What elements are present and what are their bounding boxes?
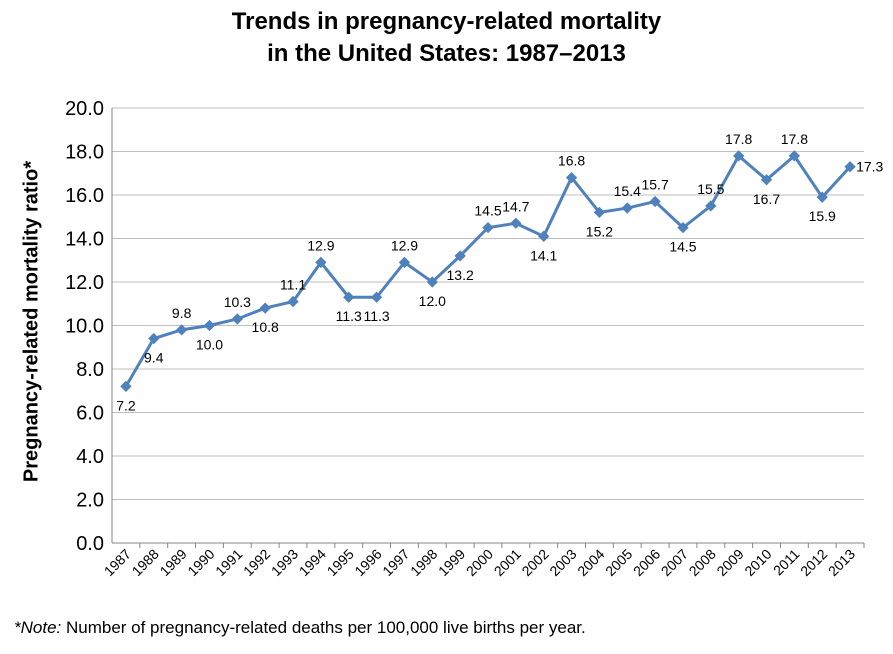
data-label: 15.4 (614, 183, 641, 199)
x-tick-label: 2008 (686, 546, 719, 579)
data-point (482, 221, 494, 234)
x-tick-label: 2013 (825, 546, 858, 579)
data-point (398, 256, 411, 269)
series-line (124, 153, 852, 388)
data-label: 14.5 (474, 203, 501, 219)
x-tick-label: 1989 (156, 546, 189, 579)
data-point (175, 324, 188, 336)
data-point (677, 221, 689, 234)
data-point (705, 200, 717, 212)
data-label: 15.9 (809, 208, 836, 224)
x-tick-label: 1993 (268, 546, 301, 579)
data-point (343, 291, 355, 303)
data-label: 11.1 (280, 277, 306, 293)
y-tick-label: 6.0 (76, 403, 104, 425)
data-label: 10.8 (252, 319, 279, 335)
data-point (259, 302, 271, 314)
data-label: 11.3 (336, 308, 362, 324)
data-point (565, 171, 578, 184)
y-tick-label: 0.0 (76, 533, 104, 555)
chart-title-line1: Trends in pregnancy-related mortality (231, 8, 662, 35)
y-tick-label: 8.0 (76, 359, 104, 381)
data-point (148, 332, 160, 345)
footnote-text: Number of pregnancy-related deaths per 1… (61, 618, 586, 637)
data-label: 15.2 (586, 223, 613, 239)
y-tick-label: 10.0 (65, 316, 104, 338)
data-point (816, 191, 828, 203)
y-tick-label: 18.0 (65, 142, 104, 164)
footnote-prefix: *Note: (14, 618, 62, 637)
x-tick-label: 1995 (324, 546, 357, 579)
data-label: 14.5 (669, 239, 696, 255)
data-label: 12.9 (391, 237, 418, 253)
x-tick-label: 2012 (797, 546, 830, 579)
data-label: 9.4 (144, 350, 164, 366)
data-label: 16.7 (753, 191, 780, 207)
data-point (510, 217, 522, 229)
data-label: 17.8 (781, 131, 808, 147)
data-label: 10.0 (196, 337, 223, 353)
data-label: 10.3 (224, 294, 251, 310)
x-tick-label: 1991 (212, 546, 245, 579)
x-tick-label: 2004 (574, 546, 607, 579)
data-point (454, 250, 466, 262)
x-tick-label: 1997 (379, 546, 412, 579)
x-tick-label: 2005 (602, 546, 635, 579)
x-tick-label: 1990 (184, 546, 217, 579)
y-tick-label: 2.0 (76, 490, 104, 512)
data-point (844, 161, 856, 173)
data-point (649, 195, 661, 208)
data-point (231, 313, 243, 325)
chart-title: Trends in pregnancy-related mortality in… (0, 6, 893, 70)
x-tick-label: 2001 (491, 546, 524, 579)
y-tick-label: 16.0 (65, 185, 104, 207)
y-tick-label: 14.0 (65, 229, 104, 251)
data-label: 14.7 (502, 198, 529, 214)
x-tick-label: 1992 (240, 546, 273, 579)
x-tick-label: 1994 (296, 546, 329, 579)
y-tick-label: 4.0 (76, 446, 104, 468)
footnote: *Note: Number of pregnancy-related death… (14, 618, 586, 638)
data-point (593, 206, 606, 219)
x-tick-label: 2000 (463, 546, 496, 579)
data-label: 11.3 (363, 308, 389, 324)
data-label: 7.2 (116, 397, 136, 413)
data-point (203, 319, 216, 332)
x-tick-label: 2011 (770, 546, 803, 579)
data-point (538, 230, 550, 242)
data-point (621, 202, 633, 214)
x-tick-label: 2002 (518, 546, 551, 579)
data-point (426, 276, 438, 288)
x-tick-label: 2010 (741, 546, 774, 579)
x-tick-label: 1996 (351, 546, 384, 579)
y-tick-label: 12.0 (65, 272, 104, 294)
x-tick-label: 2007 (658, 546, 691, 579)
data-label: 15.5 (697, 181, 724, 197)
x-tick-label: 1999 (435, 546, 468, 579)
data-point (733, 150, 745, 162)
data-point (315, 256, 327, 269)
x-tick-label: 2009 (713, 546, 746, 579)
data-point (370, 291, 383, 303)
data-label: 15.7 (641, 177, 668, 193)
data-label: 17.8 (725, 131, 752, 147)
x-tick-label: 1998 (407, 546, 440, 579)
x-tick-label: 1988 (129, 546, 162, 579)
data-label: 17.3 (856, 159, 883, 175)
data-label: 12.9 (307, 237, 334, 253)
data-label: 16.8 (558, 153, 585, 169)
data-point (287, 295, 299, 308)
y-tick-label: 20.0 (65, 98, 104, 120)
data-point (788, 150, 801, 162)
x-tick-label: 2003 (546, 546, 579, 579)
data-point (760, 174, 773, 186)
data-label: 9.8 (172, 305, 192, 321)
data-label: 12.0 (419, 293, 446, 309)
x-tick-label: 1987 (101, 546, 134, 579)
data-label: 14.1 (530, 247, 557, 263)
x-tick-label: 2006 (630, 546, 663, 579)
chart-title-line2: in the United States: 1987–2013 (267, 40, 626, 67)
data-label: 13.2 (447, 267, 474, 283)
